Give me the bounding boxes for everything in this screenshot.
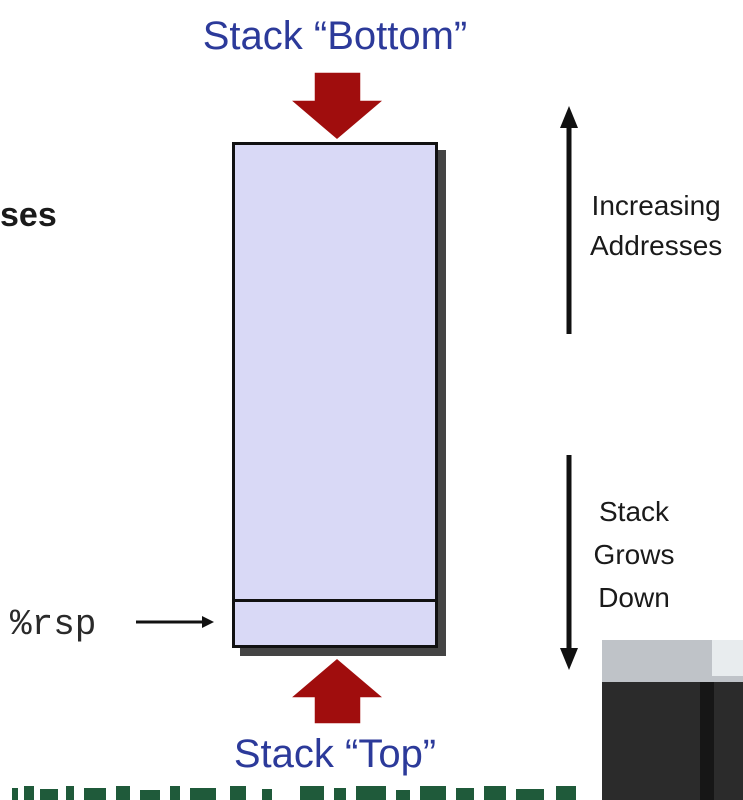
stack-grows-down-label: Stack Grows Down xyxy=(584,490,684,619)
top-red-arrow xyxy=(287,657,387,725)
grows-label-line-2: Grows xyxy=(593,539,675,570)
video-foreground-post xyxy=(700,682,714,800)
grows-label-line-1: Stack xyxy=(598,496,670,527)
rsp-register-label: %rsp xyxy=(10,604,97,645)
video-background-window xyxy=(712,640,743,676)
increasing-addresses-arrowhead xyxy=(560,106,578,128)
stack-top-title: Stack “Top” xyxy=(233,732,437,776)
increasing-addresses-label: Increasing Addresses xyxy=(590,186,722,266)
increasing-label-line-2: Addresses xyxy=(590,230,723,261)
cropped-subtitle-strip xyxy=(0,786,600,800)
rsp-pointer-arrowhead xyxy=(202,616,214,628)
grows-label-line-3: Down xyxy=(598,582,670,613)
presenter-video-thumbnail xyxy=(602,640,743,800)
subtitle-glyph-fragments xyxy=(12,786,576,800)
partial-heading-text: ses xyxy=(0,196,57,234)
stack-top-slot-divider xyxy=(235,599,435,602)
stack-grows-arrowhead xyxy=(560,648,578,670)
increasing-label-line-1: Increasing xyxy=(591,190,721,221)
stack-memory-block xyxy=(232,142,438,648)
bottom-red-arrow xyxy=(287,71,387,141)
stack-bottom-title: Stack “Bottom” xyxy=(202,14,468,58)
